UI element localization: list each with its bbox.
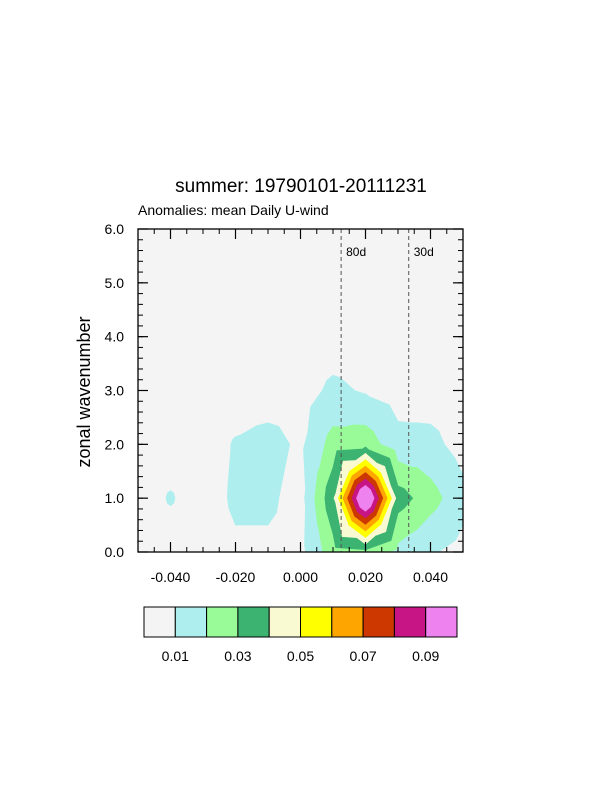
y-tick-label: 5.0	[105, 275, 125, 291]
y-tick-label: 1.0	[105, 490, 125, 506]
x-tick-label: -0.020	[216, 569, 256, 585]
colorbar-swatch	[393, 606, 427, 638]
x-tick-label: 0.040	[413, 569, 448, 585]
colorbar: 0.01 0.03 0.05 0.07 0.09	[143, 606, 458, 664]
colorbar-swatch	[300, 606, 333, 638]
chart-title: summer: 19790101-20111231	[175, 176, 427, 197]
y-tick-label: 0.0	[105, 544, 125, 560]
contour-band-9	[356, 485, 375, 512]
colorbar-swatch	[174, 606, 208, 638]
colorbar-swatch	[362, 606, 395, 638]
plot-area: 80d 30d	[137, 228, 464, 553]
colorbar-swatch	[237, 606, 270, 638]
y-axis-label: zonal wavenumber	[74, 316, 94, 467]
y-tick-label: 3.0	[105, 383, 125, 399]
x-axis: -0.040 -0.020 0.000 0.020 0.040	[137, 229, 464, 585]
contour-fills	[165, 374, 463, 552]
period-label-30d: 30d	[414, 245, 434, 259]
y-tick-label: 4.0	[105, 329, 125, 345]
colorbar-swatch	[143, 606, 176, 638]
chart-subtitle: Anomalies: mean Daily U-wind	[138, 202, 329, 218]
x-tick-label: -0.040	[151, 569, 191, 585]
colorbar-label: 0.03	[224, 648, 251, 664]
colorbar-swatch	[206, 606, 239, 638]
period-label-80d: 80d	[346, 245, 366, 259]
y-tick-label: 6.0	[105, 221, 125, 237]
colorbar-swatch	[268, 606, 302, 638]
colorbar-label: 0.05	[287, 648, 314, 664]
colorbar-swatch	[331, 606, 364, 638]
colorbar-swatch	[425, 606, 458, 638]
x-tick-label: 0.020	[348, 569, 383, 585]
period-reference-lines: 80d 30d	[340, 229, 434, 552]
colorbar-label: 0.09	[412, 648, 439, 664]
y-tick-label: 2.0	[105, 436, 125, 452]
colorbar-label: 0.07	[349, 648, 376, 664]
y-axis: 0.0 1.0 2.0 3.0 4.0 5.0 6.0	[105, 221, 463, 560]
x-tick-label: 0.000	[283, 569, 318, 585]
colorbar-label: 0.01	[162, 648, 189, 664]
